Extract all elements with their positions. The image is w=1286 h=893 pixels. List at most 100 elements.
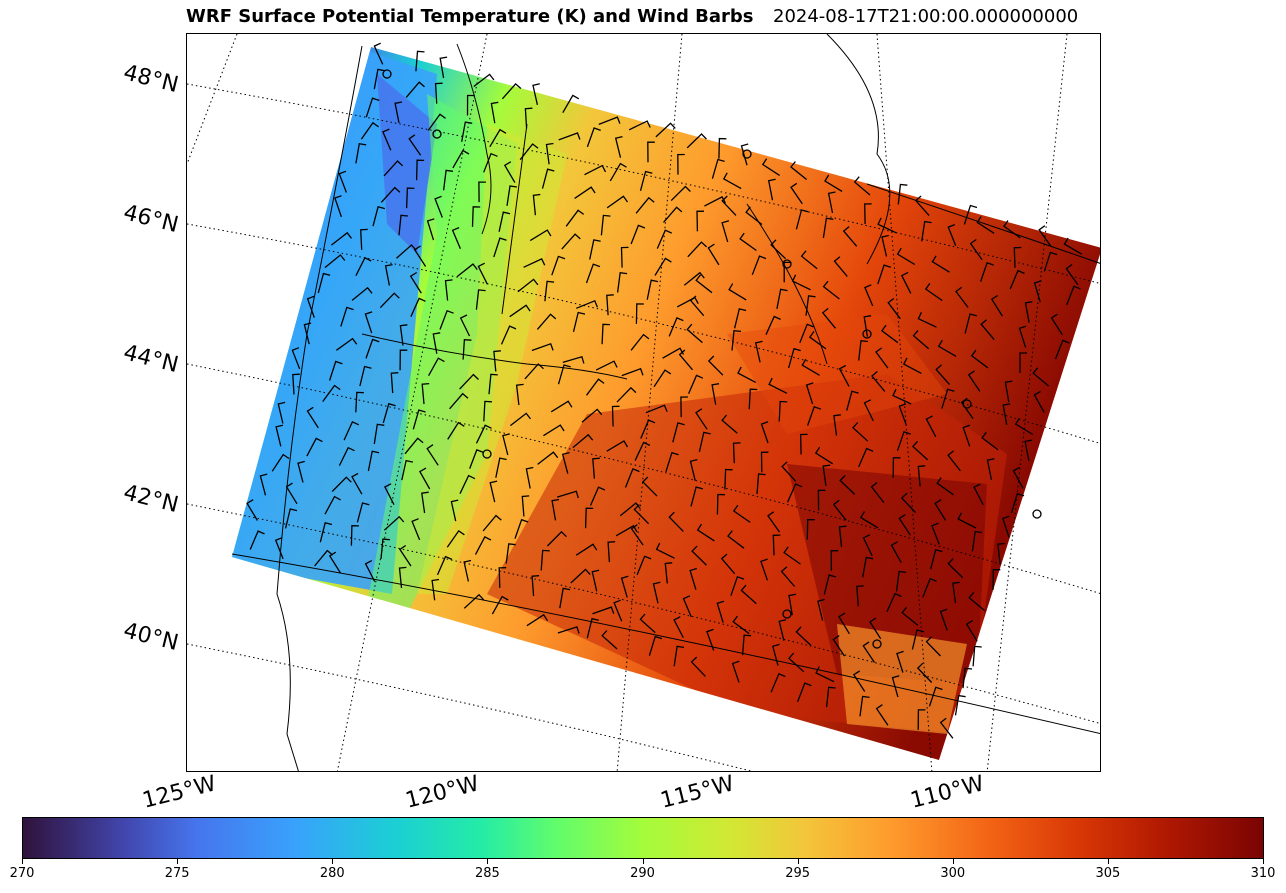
calm-wind-marker — [962, 399, 972, 409]
wind-barb — [788, 593, 797, 616]
wind-barb — [962, 424, 971, 447]
wind-barb — [917, 312, 937, 328]
pacific-coastline — [276, 45, 363, 771]
wind-barb — [613, 599, 623, 622]
wind-barb — [259, 473, 268, 496]
wind-barb — [551, 255, 566, 276]
map-panel[interactable] — [186, 33, 1101, 772]
wind-barb — [408, 134, 422, 156]
wind-barb — [483, 152, 498, 173]
wind-barb — [917, 465, 926, 487]
wind-barb — [838, 612, 850, 635]
wind-barb — [572, 433, 594, 449]
wind-barb — [824, 174, 843, 192]
wind-barb — [514, 518, 529, 539]
wind-barb — [822, 280, 840, 300]
wind-barb — [500, 325, 517, 345]
wind-barb — [271, 453, 290, 472]
wind-barb — [607, 541, 616, 563]
wind-barb — [1065, 263, 1079, 286]
wind-barb — [931, 255, 950, 273]
wind-barb — [364, 311, 373, 334]
wind-barb — [575, 543, 598, 556]
lat-label-44: 44°N — [120, 340, 181, 379]
wind-barb — [475, 424, 492, 444]
wind-barb — [839, 475, 856, 495]
wind-barb — [790, 161, 808, 181]
temperature-field — [232, 47, 1007, 734]
wind-barb — [529, 229, 552, 242]
wind-barb — [399, 544, 412, 567]
calm-wind-marker — [782, 259, 792, 269]
wind-barb — [778, 400, 788, 422]
wind-barb — [877, 264, 892, 285]
wind-barb — [306, 437, 323, 457]
wind-barb — [898, 514, 911, 536]
boundaries — [231, 34, 1100, 771]
wind-barb — [822, 464, 831, 486]
wind-barb — [939, 717, 954, 739]
wind-barb — [364, 560, 376, 582]
wind-barb — [459, 314, 471, 337]
wind-barb — [543, 424, 565, 437]
wind-barb — [718, 137, 727, 159]
colorbar-tick — [642, 859, 644, 864]
wind-barb — [814, 446, 834, 465]
wind-barb — [887, 297, 901, 320]
wind-barb — [551, 498, 560, 521]
wind-barb — [707, 243, 720, 266]
wind-barb — [767, 178, 776, 201]
wind-barb — [931, 522, 940, 545]
wind-barb — [970, 349, 989, 369]
wind-barb — [412, 409, 426, 430]
wind-barb — [274, 537, 284, 560]
wind-barb — [740, 143, 749, 166]
wind-barb — [444, 279, 453, 301]
wind-barb — [833, 256, 848, 277]
wind-barb — [877, 217, 897, 234]
wind-barb — [880, 324, 899, 344]
wind-barb — [585, 378, 605, 396]
wind-barb — [756, 473, 766, 495]
wind-barb — [707, 355, 724, 376]
wind-barb — [695, 408, 708, 430]
wind-barb — [704, 196, 726, 207]
wind-barb — [767, 511, 781, 533]
wind-barb — [606, 440, 629, 452]
wind-barb — [399, 324, 408, 346]
wind-barb — [748, 388, 758, 410]
wind-barb — [821, 307, 837, 329]
wind-barb — [690, 656, 706, 677]
wind-barb — [483, 400, 492, 422]
wind-barb — [405, 81, 425, 98]
wind-barb — [969, 238, 983, 261]
wind-barb — [689, 458, 698, 481]
wind-barb — [787, 347, 801, 369]
wind-barb — [586, 617, 599, 639]
wind-barb — [688, 374, 704, 395]
wind-barb — [456, 263, 478, 278]
wind-barb — [716, 493, 725, 515]
colorbar-tick — [22, 859, 23, 864]
lat-label-48: 48°N — [120, 60, 181, 99]
wind-barb — [630, 524, 644, 546]
wind-barb — [827, 191, 836, 214]
wind-barb — [489, 128, 507, 148]
wind-barb — [897, 183, 908, 205]
wind-barb — [620, 246, 629, 268]
wind-barb — [249, 530, 265, 550]
wind-barb — [317, 272, 331, 294]
wind-barb — [772, 534, 781, 556]
lon-label-120w: 120°W — [403, 771, 482, 814]
wind-barb — [721, 220, 730, 243]
wind-barb — [842, 226, 858, 247]
wind-barb — [532, 83, 540, 106]
wind-barb — [322, 384, 341, 402]
wind-barb — [1012, 466, 1024, 489]
plot-title: WRF Surface Potential Temperature (K) an… — [186, 6, 754, 27]
wind-barb — [428, 357, 445, 377]
wind-barb — [772, 643, 780, 666]
colorbar — [22, 817, 1264, 859]
wind-barb — [964, 313, 977, 334]
wind-barb — [891, 675, 900, 698]
